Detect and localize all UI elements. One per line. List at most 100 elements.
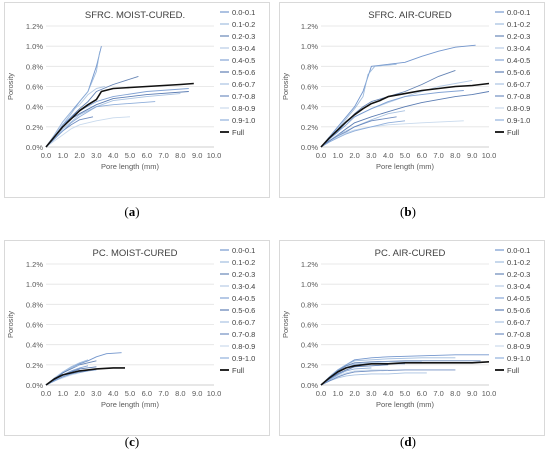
legend-label: 0.6-0.7 <box>507 318 530 327</box>
series-line-07-08 <box>320 116 397 148</box>
x-tick-label: 4.0 <box>108 389 118 398</box>
legend-label: 0.1-0.2 <box>232 258 255 267</box>
x-tick-label: 3.0 <box>91 151 101 160</box>
y-tick-label: 0.4% <box>301 103 318 112</box>
series-line-07-08 <box>320 369 456 386</box>
legend-label: 0.2-0.3 <box>507 32 530 41</box>
y-tick-label: 0.6% <box>26 83 43 92</box>
x-tick-label: 6.0 <box>142 151 152 160</box>
series-line-09-10 <box>320 367 372 386</box>
chart-title: SFRC. AIR-CURED <box>368 10 452 21</box>
y-axis-label: Porosity <box>281 311 290 338</box>
x-tick-label: 0.0 <box>316 151 326 160</box>
legend-label: 0.9-1.0 <box>232 116 255 125</box>
x-tick-label: 1.0 <box>333 389 343 398</box>
series-line-08-09 <box>45 116 131 148</box>
series-line-03-04 <box>45 86 105 148</box>
legend-label: Full <box>507 128 519 137</box>
y-axis-label: Porosity <box>6 73 15 100</box>
x-tick-label: 4.0 <box>108 151 118 160</box>
legend-label: 0.2-0.3 <box>232 32 255 41</box>
series-line-01-02 <box>320 357 456 386</box>
chart-panel-sfrc-moist: SFRC. MOIST-CURED. 0.0% 0.2% 0.4% 0.6% 0.8% 1.… <box>4 2 270 198</box>
y-tick-label: 0.2% <box>301 361 318 370</box>
x-tick-label: 8.0 <box>175 389 185 398</box>
legend-label: Full <box>232 128 244 137</box>
x-tick-label: 6.0 <box>142 389 152 398</box>
legend-label: 0.0-0.1 <box>232 246 255 255</box>
y-tick-label: 1.0% <box>301 42 318 51</box>
series-line-full <box>320 82 490 148</box>
legend-label: Full <box>507 366 519 375</box>
caption-d-letter: d <box>404 434 412 449</box>
caption-a-letter: a <box>128 204 136 219</box>
legend-label: 0.3-0.4 <box>507 44 530 53</box>
legend-label: 0.1-0.2 <box>507 258 530 267</box>
y-tick-label: 0.4% <box>26 103 43 112</box>
x-tick-label: 0.0 <box>41 389 51 398</box>
legend-label: 0.6-0.7 <box>507 80 530 89</box>
x-tick-label: 10.0 <box>482 151 497 160</box>
legend-label: 0.7-0.8 <box>232 330 255 339</box>
legend-label: 0.1-0.2 <box>232 20 255 29</box>
chart-panel-pc-moist: PC. MOIST-CURED 0.0% 0.2% 0.4% 0.6% 0.8% 1.0% 1… <box>4 240 270 436</box>
legend-label: 0.6-0.7 <box>232 318 255 327</box>
x-tick-label: 10.0 <box>482 389 497 398</box>
series-line-09-10 <box>45 101 156 148</box>
x-tick-label: 8.0 <box>175 151 185 160</box>
chart-frame <box>4 240 270 436</box>
x-tick-label: 6.0 <box>417 151 427 160</box>
x-axis-label: Pore length (mm) <box>101 162 159 171</box>
y-tick-label: 1.2% <box>26 260 43 269</box>
x-tick-label: 7.0 <box>158 389 168 398</box>
x-tick-label: 8.0 <box>450 389 460 398</box>
y-tick-label: 1.2% <box>301 22 318 31</box>
chart-title: SFRC. MOIST-CURED. <box>85 10 185 21</box>
legend-label: 0.5-0.6 <box>507 68 530 77</box>
caption-d: (d) <box>400 434 416 449</box>
x-tick-label: 2.0 <box>349 151 359 160</box>
y-axis-label: Porosity <box>281 73 290 100</box>
legend-label: 0.4-0.5 <box>232 56 255 65</box>
legend-label: 0.1-0.2 <box>507 20 530 29</box>
legend-label: 0.2-0.3 <box>507 270 530 279</box>
legend-label: 0.5-0.6 <box>232 68 255 77</box>
legend-label: 0.8-0.9 <box>232 342 255 351</box>
legend-label: 0.3-0.4 <box>507 282 530 291</box>
legend-label: 0.9-1.0 <box>507 354 530 363</box>
y-tick-label: 0.0% <box>301 143 318 152</box>
legend-label: 0.5-0.6 <box>507 306 530 315</box>
series-line-09-10 <box>320 120 406 148</box>
y-tick-label: 0.2% <box>26 361 43 370</box>
x-tick-label: 7.0 <box>158 151 168 160</box>
chart-svg: PC. AIR-CURED 0.0% 0.2% 0.4% 0.6% 0.8% 1.0% 1.2… <box>279 240 545 436</box>
caption-c: (c) <box>124 434 140 449</box>
legend-label: 0.7-0.8 <box>232 92 255 101</box>
legend-label: 0.8-0.9 <box>507 342 530 351</box>
y-tick-label: 0.2% <box>301 123 318 132</box>
chart-svg: SFRC. AIR-CURED 0.0% 0.2% 0.4% 0.6% 0.8% 1.0% 1… <box>279 2 545 198</box>
chart-frame <box>279 2 545 198</box>
legend-label: 0.0-0.1 <box>507 8 530 17</box>
x-tick-label: 8.0 <box>450 151 460 160</box>
series-line-04-05 <box>320 90 464 148</box>
x-tick-label: 10.0 <box>207 389 222 398</box>
y-tick-label: 1.2% <box>26 22 43 31</box>
x-tick-label: 2.0 <box>74 389 84 398</box>
y-tick-label: 0.8% <box>301 300 318 309</box>
x-tick-label: 2.0 <box>349 389 359 398</box>
x-tick-label: 2.0 <box>74 151 84 160</box>
legend-label: 0.7-0.8 <box>507 330 530 339</box>
chart-svg: SFRC. MOIST-CURED. 0.0% 0.2% 0.4% 0.6% 0.8% 1.… <box>4 2 270 198</box>
x-tick-label: 3.0 <box>366 389 376 398</box>
series-line-06-07 <box>45 93 181 148</box>
y-tick-label: 0.0% <box>26 381 43 390</box>
x-tick-label: 6.0 <box>417 389 427 398</box>
x-axis-label: Pore length (mm) <box>376 162 434 171</box>
x-tick-label: 9.0 <box>192 151 202 160</box>
series-line-full <box>45 367 125 386</box>
caption-b: (b) <box>400 204 416 219</box>
legend-label: 0.0-0.1 <box>232 8 255 17</box>
y-tick-label: 0.4% <box>301 341 318 350</box>
y-tick-label: 0.8% <box>26 62 43 71</box>
